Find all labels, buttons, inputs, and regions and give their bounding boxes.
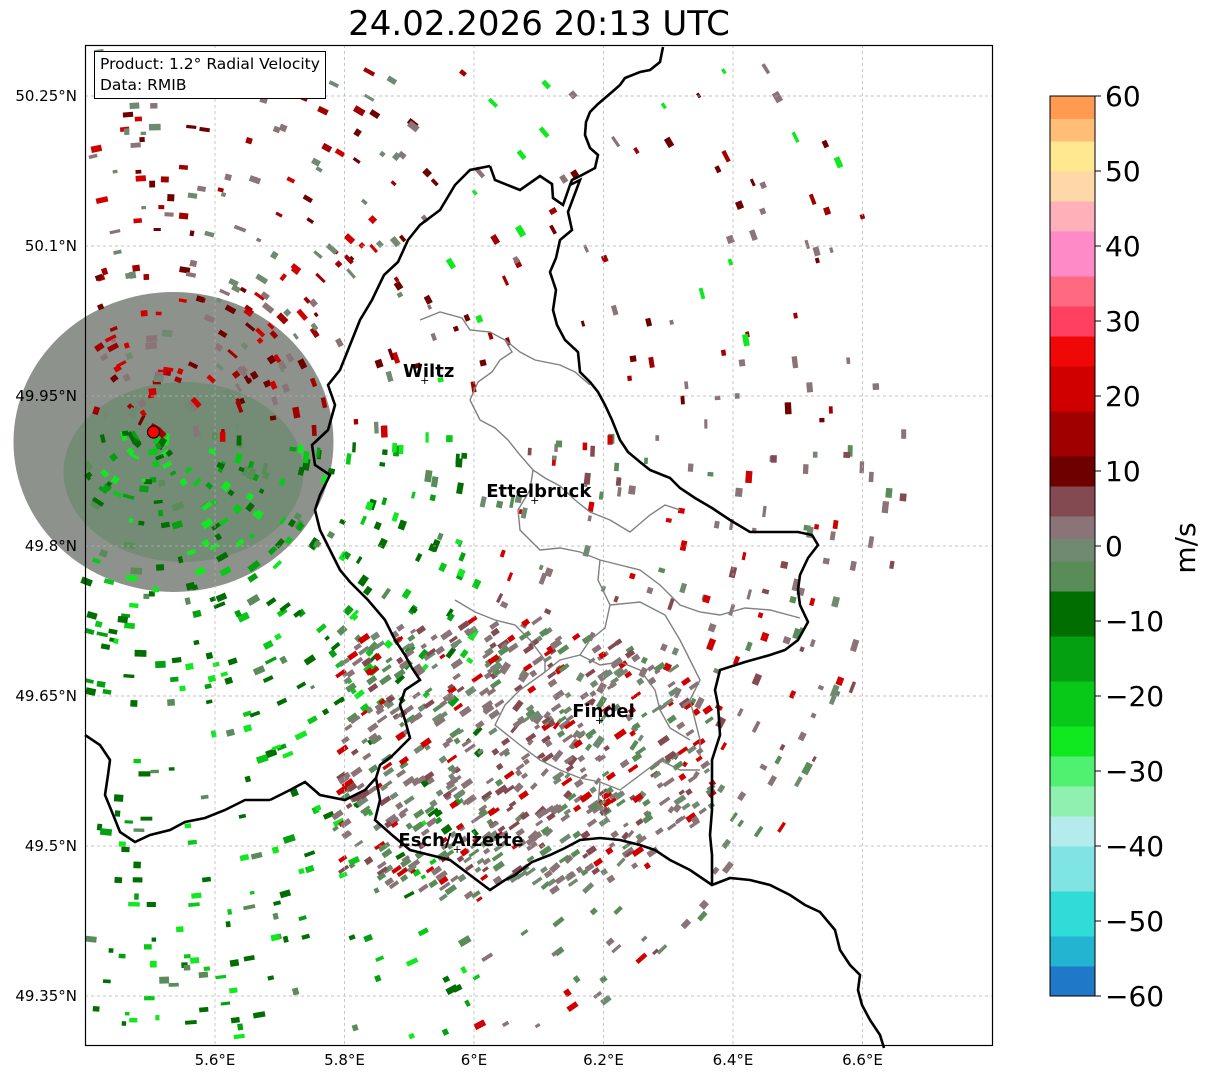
colorbar-band [1050, 786, 1095, 817]
canton-boundaries [419, 311, 801, 823]
colorbar: 60 50 40 30 20 10 0 −10 −20 −30 −40 −50 −60 m/s [1049, 80, 1202, 1013]
product-info-box: Product: 1.2° Radial Velocity Data: RMIB [94, 51, 326, 99]
colorbar-band [1050, 201, 1095, 232]
lat-tick-label: 49.65°N [15, 687, 77, 705]
colorbar-band [1050, 118, 1095, 142]
colorbar-band [1050, 231, 1095, 277]
city-marker-icon: + [452, 843, 461, 856]
colorbar-tick-label: −20 [1105, 680, 1164, 713]
border-belgium-germany [568, 46, 665, 186]
colorbar-tick-label: −30 [1105, 755, 1164, 788]
echo-core [13, 292, 334, 592]
colorbar-band [1050, 726, 1095, 757]
city-label: Wiltz [403, 361, 454, 382]
colorbar-band [1050, 336, 1095, 367]
lon-tick-label: 6°E [461, 1051, 488, 1069]
colorbar-band [1050, 891, 1095, 937]
city-marker-icon: + [530, 494, 539, 507]
radar-site-marker [146, 425, 161, 439]
map-frame [84, 44, 994, 1047]
colorbar-tick-label: 60 [1105, 80, 1141, 113]
colorbar-band [1050, 96, 1095, 119]
colorbar-band [1050, 846, 1095, 892]
colorbar-band [1050, 756, 1095, 787]
colorbar-band [1050, 681, 1095, 727]
colorbar-band [1050, 816, 1095, 847]
city-label: Esch/Alzette [398, 830, 523, 851]
radar-site [146, 425, 161, 439]
city-ettelbruck: +Ettelbruck [486, 481, 592, 507]
lat-tick-label: 49.35°N [15, 987, 77, 1005]
lat-tick-label: 49.5°N [25, 837, 77, 855]
border-belgium-france [84, 733, 270, 844]
colorbar-tick-label: 30 [1105, 305, 1141, 338]
colorbar-band [1050, 366, 1095, 412]
echo-pixels [80, 48, 907, 1040]
colorbar-band [1050, 591, 1095, 637]
colorbar-tick-label: −50 [1105, 905, 1164, 938]
colorbar-tick-label: 20 [1105, 380, 1141, 413]
colorbar-band [1050, 538, 1095, 562]
colorbar-band [1050, 456, 1095, 487]
colorbar-tick-label: 50 [1105, 155, 1141, 188]
colorbar-band [1050, 636, 1095, 682]
velocity-echo-layer [13, 48, 907, 1040]
lon-tick-label: 5.8°E [324, 1051, 365, 1069]
border-lux-france [373, 777, 886, 1049]
lon-tick-label: 6.4°E [713, 1051, 754, 1069]
colorbar-tick-label: 0 [1105, 530, 1123, 563]
colorbar-band [1050, 966, 1095, 997]
data-source-label: Data: RMIB [100, 76, 187, 94]
lon-tick-label: 5.6°E [195, 1051, 236, 1069]
lon-tick-label: 6.6°E [842, 1051, 883, 1069]
lat-tick-label: 50.25°N [15, 87, 77, 105]
border-lux-belgium [488, 165, 820, 885]
colorbar-band [1050, 276, 1095, 307]
colorbar-band [1050, 486, 1095, 517]
city-wiltz: +Wiltz [403, 361, 454, 387]
city-label: Ettelbruck [486, 481, 592, 502]
colorbar-tick-label: −10 [1105, 605, 1164, 638]
city-esch-alzette: +Esch/Alzette [398, 830, 523, 856]
country-borders [84, 46, 886, 1049]
colorbar-band [1050, 516, 1095, 539]
colorbar-band [1050, 936, 1095, 967]
colorbar-tick-label: 40 [1105, 230, 1141, 263]
colorbar-tick-label: −60 [1105, 980, 1164, 1013]
product-label: Product: 1.2° Radial Velocity [100, 55, 320, 73]
colorbar-band [1050, 561, 1095, 592]
colorbar-tick-label: 10 [1105, 455, 1141, 488]
colorbar-band [1050, 171, 1095, 202]
map-title: 24.02.2026 20:13 UTC [348, 4, 730, 44]
lat-tick-label: 49.95°N [15, 387, 77, 405]
colorbar-tick-label: −40 [1105, 830, 1164, 863]
city-findel: +Findel [572, 701, 635, 727]
city-marker-icon: + [595, 714, 604, 727]
city-label: Findel [572, 701, 635, 722]
colorbar-band [1050, 141, 1095, 172]
colorbar-band [1050, 306, 1095, 337]
lat-tick-label: 50.1°N [25, 237, 77, 255]
border-lux-west [269, 164, 491, 802]
colorbar-unit-label: m/s [1169, 522, 1202, 573]
city-marker-icon: + [420, 374, 429, 387]
lon-tick-label: 6.2°E [583, 1051, 624, 1069]
colorbar-band [1050, 411, 1095, 457]
city-markers: +Wiltz+Ettelbruck+Findel+Esch/Alzette [398, 361, 634, 856]
axis-ticks: 5.6°E 5.8°E 6°E 6.2°E 6.4°E 6.6°E 50.25°N 50.1°… [15, 87, 883, 1069]
lat-tick-label: 49.8°N [25, 537, 77, 555]
